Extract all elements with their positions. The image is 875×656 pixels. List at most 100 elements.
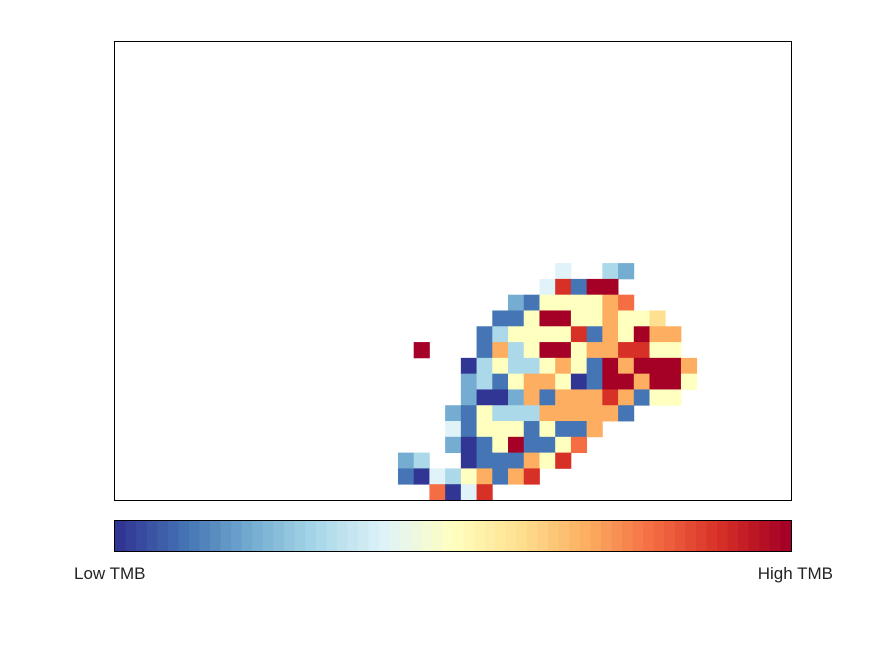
heatmap-cell: [476, 357, 493, 375]
heatmap-cell: [492, 357, 509, 375]
colorbar-swatch: [632, 521, 644, 551]
heatmap-cell: [460, 436, 477, 454]
colorbar-swatch: [199, 521, 211, 551]
colorbar-swatch: [220, 521, 232, 551]
heatmap-cell: [460, 405, 477, 422]
heatmap-cell: [618, 342, 635, 359]
colorbar-swatch: [326, 521, 338, 551]
colorbar-swatch: [188, 521, 200, 551]
heatmap-cell: [539, 326, 556, 343]
colorbar-swatch: [569, 521, 581, 551]
heatmap-cell: [618, 326, 635, 343]
heatmap-cell: [555, 436, 572, 454]
colorbar-swatch: [178, 521, 190, 551]
heatmap-cell: [555, 326, 572, 343]
heatmap-cell: [555, 357, 572, 375]
heatmap-cell: [570, 405, 588, 422]
heatmap-cell: [649, 326, 666, 343]
heatmap-cell: [602, 278, 619, 296]
heatmap-cell: [602, 357, 619, 375]
colorbar-swatch: [548, 521, 560, 551]
colorbar-low-label: Low TMB: [74, 564, 146, 583]
heatmap-cell: [445, 468, 462, 485]
heatmap-cell: [460, 373, 477, 390]
heatmap-cell: [492, 421, 509, 438]
colorbar-swatch: [442, 521, 454, 551]
heatmap-cell: [492, 405, 509, 422]
colorbar-swatch: [706, 521, 718, 551]
heatmap-cell: [508, 421, 525, 438]
heatmap-cell: [508, 405, 525, 422]
heatmap-cell: [492, 326, 509, 343]
heatmap-cell: [460, 468, 477, 485]
heatmap-cell: [492, 310, 509, 327]
colorbar-swatch: [125, 521, 137, 551]
heatmap-cell: [570, 310, 588, 327]
colorbar-swatch: [653, 521, 665, 551]
colorbar-swatch: [643, 521, 655, 551]
heatmap-cell: [413, 452, 430, 469]
heatmap-cell: [586, 278, 603, 296]
colorbar-swatch: [727, 521, 739, 551]
colorbar-swatch: [368, 521, 380, 551]
colorbar-swatch: [558, 521, 570, 551]
heatmap-cell: [539, 357, 556, 375]
colorbar-swatch: [400, 521, 412, 551]
colorbar-swatch: [579, 521, 591, 551]
heatmap-cell: [602, 342, 619, 359]
colorbar-swatch: [590, 521, 602, 551]
heatmap-cell: [633, 389, 650, 406]
heatmap-cell: [508, 452, 525, 469]
heatmap-cell: [618, 389, 635, 406]
heatmap-cell: [586, 405, 603, 422]
colorbar-swatch: [115, 521, 127, 551]
heatmap-cell: [523, 468, 540, 485]
heatmap-cell: [397, 452, 415, 469]
colorbar-frame: [114, 520, 792, 552]
heatmap-cell: [680, 373, 698, 390]
colorbar-swatch: [484, 521, 496, 551]
heatmap-cell: [649, 389, 666, 406]
colorbar-swatch: [262, 521, 274, 551]
colorbar-swatch: [537, 521, 549, 551]
heatmap-cell: [523, 405, 540, 422]
heatmap-cell: [476, 484, 493, 501]
heatmap-cell: [555, 373, 572, 390]
heatmap-cell: [649, 342, 666, 359]
heatmap-cell: [665, 373, 682, 390]
heatmap-cell: [523, 421, 540, 438]
heatmap-cell: [586, 357, 603, 375]
heatmap-cell: [413, 342, 430, 359]
heatmap-cell: [586, 421, 603, 438]
colorbar-swatch: [273, 521, 285, 551]
heatmap-cell: [555, 389, 572, 406]
heatmap-cell: [429, 484, 446, 501]
heatmap-cell: [555, 278, 572, 296]
colorbar-swatch: [252, 521, 264, 551]
heatmap-cell: [633, 373, 650, 390]
colorbar-swatch: [167, 521, 179, 551]
heatmap-cell: [586, 342, 603, 359]
colorbar-swatch: [347, 521, 359, 551]
colorbar-swatch: [516, 521, 528, 551]
colorbar-swatch: [157, 521, 169, 551]
heatmap-cell: [476, 468, 493, 485]
heatmap-cell: [508, 389, 525, 406]
heatmap-cell: [633, 326, 650, 343]
heatmap-cell: [602, 326, 619, 343]
heatmap-cell: [460, 357, 477, 375]
heatmap-cell: [508, 373, 525, 390]
colorbar-swatch: [526, 521, 538, 551]
heatmap-cell: [445, 421, 462, 438]
heatmap-cell: [665, 357, 682, 375]
heatmap-cell: [539, 373, 556, 390]
heatmap-cell: [445, 436, 462, 454]
colorbar-swatch: [146, 521, 158, 551]
colorbar: [115, 521, 792, 551]
heatmap-cell: [508, 357, 525, 375]
heatmap-cell: [539, 436, 556, 454]
heatmap-cell: [413, 468, 430, 485]
heatmap-cell: [618, 310, 635, 327]
heatmap-cell: [492, 452, 509, 469]
